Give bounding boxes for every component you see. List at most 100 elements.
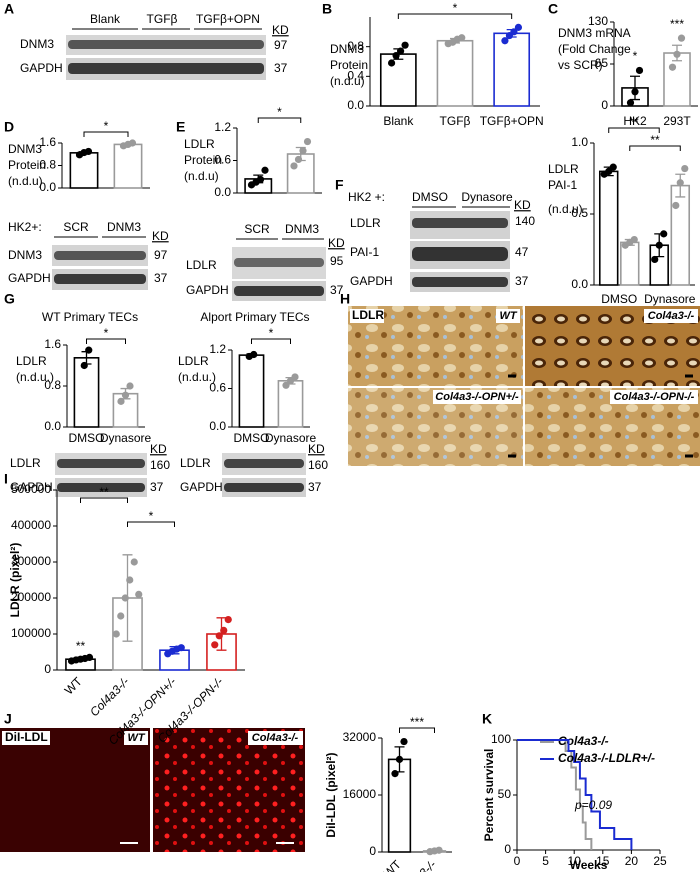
data-point bbox=[121, 391, 130, 399]
data-point bbox=[290, 162, 298, 170]
sig-bracket bbox=[397, 13, 513, 19]
data-point bbox=[401, 41, 409, 49]
x-tick-label: Dynasore bbox=[100, 431, 152, 445]
data-point bbox=[250, 350, 258, 359]
micrograph bbox=[153, 728, 305, 852]
y-axis-label: (n.d.u.) bbox=[16, 370, 54, 384]
sig-bracket bbox=[251, 338, 291, 344]
y-tick-label: 0.5 bbox=[571, 206, 588, 220]
kd: 37 bbox=[308, 480, 322, 494]
data-point bbox=[112, 630, 120, 638]
y-axis-label: vs SCR) bbox=[558, 58, 603, 72]
sig-label: * bbox=[453, 1, 458, 15]
panel-letter: B bbox=[322, 1, 332, 17]
kd: 37 bbox=[274, 61, 288, 75]
data-point bbox=[117, 397, 125, 405]
sig-bracket bbox=[399, 727, 435, 733]
y-tick-label: 0.0 bbox=[214, 185, 231, 199]
kd: 160 bbox=[308, 458, 328, 472]
kd-header: KD bbox=[328, 236, 345, 250]
blot-row: GAPDH bbox=[10, 480, 53, 494]
annotation: p=0.09 bbox=[574, 798, 612, 812]
y-axis-label: Protein bbox=[8, 158, 46, 172]
y-tick-label: 0.0 bbox=[209, 419, 226, 433]
sig-label: * bbox=[104, 326, 109, 340]
kd-header: KD bbox=[150, 442, 167, 456]
legend-label: Col4a3-/-LDLR+/- bbox=[558, 751, 655, 765]
blot-row: DNM3 bbox=[20, 37, 54, 51]
data-point bbox=[128, 139, 137, 147]
data-point bbox=[211, 641, 219, 649]
legend-label: LDLR bbox=[548, 162, 579, 176]
data-point bbox=[80, 361, 88, 370]
data-point bbox=[510, 28, 518, 36]
data-point bbox=[626, 99, 635, 107]
label-bg bbox=[433, 390, 521, 404]
kd: 47 bbox=[515, 245, 529, 259]
ihc-grid: LDLR WT Col4a3-/- Col4a3-/-OPN+/- Col4a3… bbox=[348, 306, 700, 466]
data-point bbox=[121, 594, 129, 602]
panel-letter: G bbox=[4, 291, 15, 307]
x-tick-label: DMSO bbox=[69, 431, 105, 445]
bar bbox=[670, 184, 691, 286]
y-tick-label: 200000 bbox=[11, 590, 51, 604]
y-tick-label: 0 bbox=[369, 844, 376, 858]
y-axis-label: (n.d.u.) bbox=[178, 370, 216, 384]
panel-letter: D bbox=[4, 119, 14, 135]
y-tick-label: 400000 bbox=[11, 518, 51, 532]
y-axis-label: Percent survival bbox=[482, 749, 496, 842]
panel-letter: F bbox=[335, 177, 344, 193]
blot-row: LDLR bbox=[180, 456, 211, 470]
tile-label: Col4a3-/-OPN+/- bbox=[435, 391, 519, 403]
y-tick-label: 0.0 bbox=[347, 98, 364, 112]
band bbox=[412, 247, 508, 261]
blot-g-wt: KD LDLR GAPDH 160 37 bbox=[10, 442, 170, 497]
panel-letter: I bbox=[4, 471, 8, 487]
sig-bracket bbox=[83, 131, 129, 137]
x-tick-label: Blank bbox=[383, 114, 414, 128]
y-tick-label: 0.6 bbox=[214, 153, 231, 167]
bar bbox=[493, 32, 531, 107]
tile-label: WT bbox=[127, 732, 145, 744]
blot-row: LDLR bbox=[350, 216, 381, 230]
panel-letter: J bbox=[4, 711, 12, 727]
data-point bbox=[391, 770, 399, 778]
x-tick-label: HK2 bbox=[623, 114, 647, 128]
blot-group: DNM3 bbox=[107, 220, 141, 234]
survival-line bbox=[517, 739, 633, 850]
sig-bracket bbox=[629, 145, 681, 151]
kd: 97 bbox=[274, 38, 288, 52]
data-point bbox=[672, 201, 680, 210]
kd: 37 bbox=[515, 274, 529, 288]
data-point bbox=[299, 147, 307, 155]
y-tick-label: 0.8 bbox=[347, 39, 364, 53]
y-tick-label: 0 bbox=[504, 842, 511, 856]
kd-header: KD bbox=[308, 442, 325, 456]
label-bg bbox=[124, 731, 148, 745]
data-point bbox=[303, 137, 312, 146]
y-tick-label: 16000 bbox=[343, 787, 377, 801]
data-point bbox=[677, 34, 686, 42]
blot-group: TGFβ+OPN bbox=[196, 12, 260, 26]
blot-row: GAPDH bbox=[20, 61, 63, 75]
y-tick-label: 1.6 bbox=[39, 135, 56, 149]
x-tick-label: 0 bbox=[514, 854, 521, 868]
y-axis-label: (n.d.u) bbox=[548, 202, 583, 216]
kd-header: KD bbox=[514, 198, 531, 212]
sig-bracket bbox=[127, 521, 175, 527]
data-point bbox=[673, 50, 681, 58]
y-axis-label: DNM3 mRNA bbox=[558, 26, 631, 40]
sig-label: ** bbox=[76, 639, 86, 653]
data-point bbox=[126, 382, 134, 390]
y-tick-label: 0 bbox=[601, 98, 608, 112]
y-axis-label: LDLR bbox=[16, 354, 47, 368]
label-bg bbox=[610, 390, 698, 404]
blot-row: DNM3 bbox=[8, 248, 42, 262]
y-tick-label: 32000 bbox=[343, 730, 377, 744]
data-point bbox=[651, 255, 659, 264]
data-point bbox=[609, 163, 617, 171]
tile-label: Col4a3-/- bbox=[648, 310, 695, 322]
sig-label: ** bbox=[629, 115, 639, 129]
blot-g-alport: KD LDLR GAPDH 160 37 bbox=[180, 442, 328, 497]
y-axis-label: LDLR (pixel²) bbox=[8, 543, 22, 618]
